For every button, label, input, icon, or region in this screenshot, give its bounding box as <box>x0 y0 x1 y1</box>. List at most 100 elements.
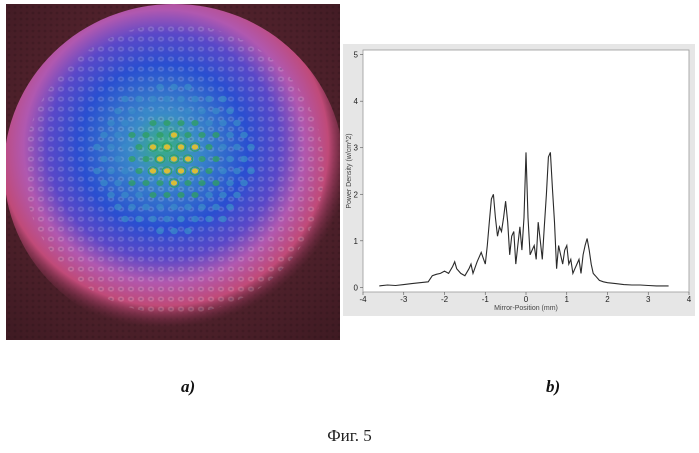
hot-spot <box>164 144 170 149</box>
hot-spot <box>156 228 164 234</box>
hot-spot <box>149 216 157 222</box>
hot-spot <box>212 204 220 210</box>
hot-spot <box>205 96 213 102</box>
hot-spot <box>184 132 191 138</box>
hot-spot <box>177 96 185 102</box>
hot-spot <box>191 120 198 126</box>
hot-spot <box>247 168 255 174</box>
hot-spot <box>107 144 115 150</box>
hot-spot <box>205 192 213 198</box>
x-tick-label: 0 <box>524 295 529 304</box>
hot-spot <box>107 120 115 126</box>
hot-spot <box>170 204 178 210</box>
hot-spot <box>93 144 101 150</box>
hot-spot <box>114 204 122 210</box>
hot-spot <box>212 180 219 186</box>
hot-spot <box>107 192 115 198</box>
hot-spot <box>233 168 241 174</box>
hot-spot <box>184 84 192 90</box>
hot-spot <box>198 108 206 114</box>
hot-spot <box>219 216 227 222</box>
hot-spot <box>156 84 164 90</box>
plot-area <box>363 50 689 292</box>
hot-spot <box>212 132 219 138</box>
hot-spot <box>219 120 227 126</box>
hot-spot <box>198 204 206 210</box>
hot-spot <box>149 96 157 102</box>
hot-spot <box>114 108 122 114</box>
hot-spot <box>191 216 199 222</box>
hot-spot <box>184 228 192 234</box>
hot-spot <box>233 192 241 198</box>
hot-spot <box>142 132 149 138</box>
hot-spot <box>247 144 255 150</box>
hot-spot <box>156 132 163 138</box>
hot-spot <box>121 216 129 222</box>
x-tick-label: -3 <box>400 295 408 304</box>
hot-spot <box>114 132 122 138</box>
hot-spot <box>205 120 213 126</box>
hot-spot <box>163 120 170 126</box>
x-tick-label: -1 <box>482 295 490 304</box>
hot-spot <box>184 108 192 114</box>
hot-spot <box>170 108 178 114</box>
hot-spot <box>142 156 149 162</box>
hot-spot <box>100 132 108 138</box>
hot-spot <box>226 156 234 162</box>
hot-spot <box>240 156 248 162</box>
hot-spot <box>163 192 170 198</box>
hot-spot <box>150 144 156 149</box>
hot-spot <box>178 168 184 173</box>
hot-spot <box>205 216 213 222</box>
hot-spot <box>191 96 199 102</box>
hot-spot <box>135 216 143 222</box>
hot-spot <box>100 156 108 162</box>
hot-spot <box>149 120 156 126</box>
hot-spot <box>219 168 227 174</box>
hot-spot <box>233 144 241 150</box>
x-axis-label: Mirror-Position (mm) <box>494 305 558 312</box>
x-tick-label: 2 <box>605 295 610 304</box>
panel-label-b: b) <box>546 377 560 397</box>
hot-spot <box>177 192 184 198</box>
hot-spot <box>128 156 135 162</box>
hot-spot <box>171 132 177 137</box>
hot-spot <box>185 156 191 161</box>
hot-spot <box>121 192 129 198</box>
panel-label-a: a) <box>181 377 195 397</box>
x-tick-label: -4 <box>359 295 367 304</box>
hot-spot <box>205 144 212 150</box>
hot-spot <box>177 216 185 222</box>
hot-spot <box>142 108 150 114</box>
hot-spot <box>226 108 234 114</box>
beam-speckle <box>24 24 324 314</box>
hot-spot <box>114 180 122 186</box>
hot-spot <box>121 144 129 150</box>
hot-spot <box>142 180 149 186</box>
hot-spot <box>135 96 143 102</box>
hot-spot <box>128 108 136 114</box>
y-tick-label: 0 <box>354 283 359 292</box>
hot-spot <box>128 132 135 138</box>
hot-spot <box>135 144 142 150</box>
hot-spot <box>178 144 184 149</box>
y-tick-label: 4 <box>354 97 359 106</box>
hot-spot <box>226 204 234 210</box>
y-tick-label: 1 <box>354 237 359 246</box>
hot-spot <box>233 120 241 126</box>
hot-spot <box>157 156 163 161</box>
hot-spot <box>163 96 171 102</box>
hot-spot <box>226 132 234 138</box>
x-tick-label: 4 <box>687 295 692 304</box>
hot-spot <box>156 108 164 114</box>
hot-spot <box>198 132 205 138</box>
hot-spot <box>219 144 227 150</box>
figure-caption: Фиг. 5 <box>0 426 699 446</box>
hot-spot <box>212 156 219 162</box>
hot-spot <box>121 168 129 174</box>
hot-spot <box>135 192 143 198</box>
hot-spot <box>184 180 191 186</box>
y-tick-label: 5 <box>354 51 359 60</box>
hot-spot <box>114 156 122 162</box>
y-axis-label: Power Density (w/cm^2) <box>346 133 353 208</box>
